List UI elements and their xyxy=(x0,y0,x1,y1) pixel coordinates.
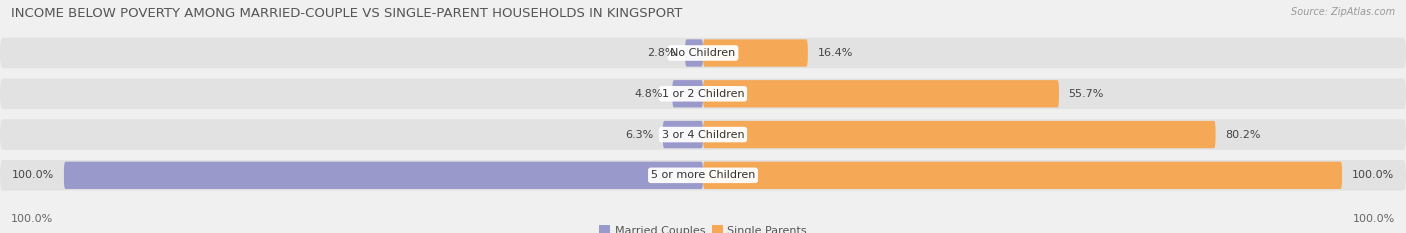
FancyBboxPatch shape xyxy=(0,160,1406,191)
FancyBboxPatch shape xyxy=(0,38,1406,68)
Text: 6.3%: 6.3% xyxy=(624,130,654,140)
FancyBboxPatch shape xyxy=(63,162,703,189)
Text: No Children: No Children xyxy=(671,48,735,58)
Text: 100.0%: 100.0% xyxy=(11,214,53,224)
FancyBboxPatch shape xyxy=(703,39,808,67)
FancyBboxPatch shape xyxy=(703,162,1343,189)
Text: 1 or 2 Children: 1 or 2 Children xyxy=(662,89,744,99)
FancyBboxPatch shape xyxy=(703,121,1216,148)
Text: 2.8%: 2.8% xyxy=(647,48,675,58)
Text: 3 or 4 Children: 3 or 4 Children xyxy=(662,130,744,140)
Text: 100.0%: 100.0% xyxy=(13,170,55,180)
Text: 4.8%: 4.8% xyxy=(634,89,662,99)
Text: 80.2%: 80.2% xyxy=(1225,130,1261,140)
Text: Source: ZipAtlas.com: Source: ZipAtlas.com xyxy=(1291,7,1395,17)
Text: 55.7%: 55.7% xyxy=(1069,89,1104,99)
Text: INCOME BELOW POVERTY AMONG MARRIED-COUPLE VS SINGLE-PARENT HOUSEHOLDS IN KINGSPO: INCOME BELOW POVERTY AMONG MARRIED-COUPL… xyxy=(11,7,683,20)
Text: 100.0%: 100.0% xyxy=(1351,170,1393,180)
FancyBboxPatch shape xyxy=(685,39,703,67)
FancyBboxPatch shape xyxy=(0,119,1406,150)
FancyBboxPatch shape xyxy=(672,80,703,107)
Text: 5 or more Children: 5 or more Children xyxy=(651,170,755,180)
Legend: Married Couples, Single Parents: Married Couples, Single Parents xyxy=(599,225,807,233)
FancyBboxPatch shape xyxy=(0,79,1406,109)
FancyBboxPatch shape xyxy=(703,80,1059,107)
Text: 16.4%: 16.4% xyxy=(817,48,853,58)
Text: 100.0%: 100.0% xyxy=(1353,214,1395,224)
FancyBboxPatch shape xyxy=(662,121,703,148)
